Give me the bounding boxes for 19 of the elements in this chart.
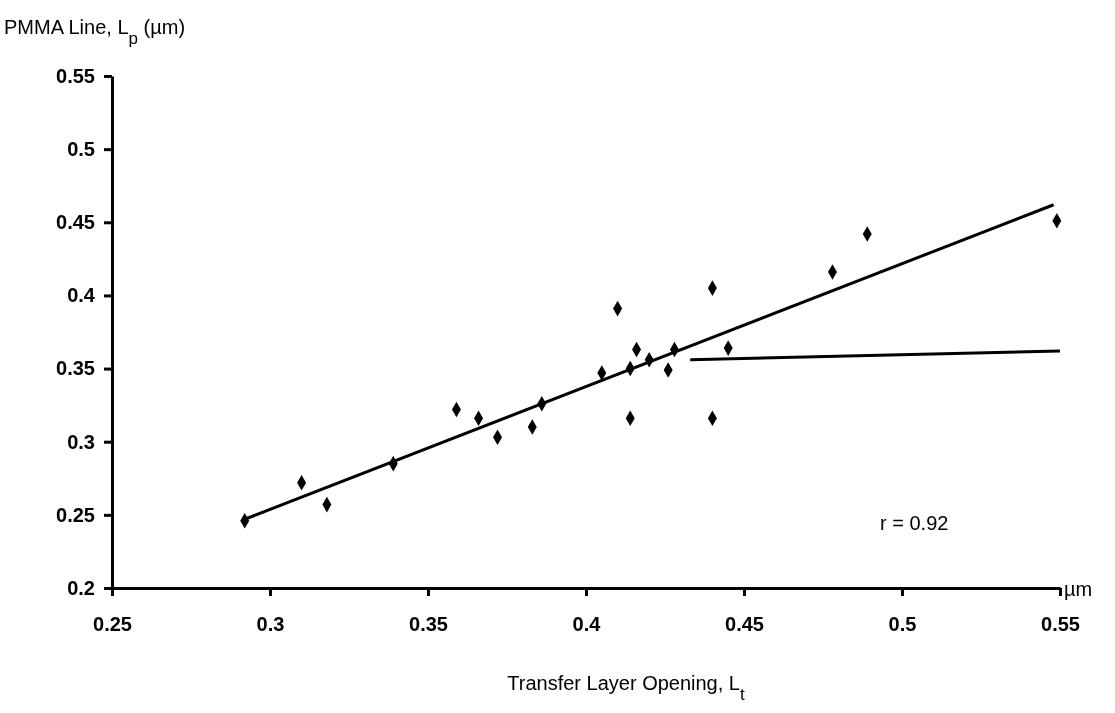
y-tick-label: 0.4 (67, 284, 96, 307)
annotation: r = 0.92 (880, 512, 949, 534)
x-tick-label: 0.25 (93, 613, 132, 635)
x-tick-label: 0.5 (888, 613, 917, 635)
x-axis-title: Transfer Layer Opening, L$_{t}$ (507, 672, 745, 704)
x-tick-label: 0.35 (409, 613, 448, 635)
y-tick-label: 0.25 (56, 503, 95, 526)
x-tick-label: 0.55 (1041, 613, 1080, 635)
x-tick-label: 0.4 (572, 613, 602, 635)
x-tick-label: 0.45 (725, 613, 764, 635)
y-tick-label: 0.45 (56, 211, 95, 234)
y-tick-label: 0.35 (56, 357, 95, 380)
y-tick-label: 0.3 (67, 430, 95, 453)
y-tick-label: 0.55 (56, 64, 95, 87)
y-tick-label: 0.2 (67, 576, 95, 599)
x-tick-label: 0.3 (256, 613, 285, 635)
y-axis-title: PMMA Line, L$_{p}$ (µm) (4, 16, 186, 48)
text: µm (1064, 578, 1093, 600)
y-tick-label: 0.5 (67, 138, 95, 161)
